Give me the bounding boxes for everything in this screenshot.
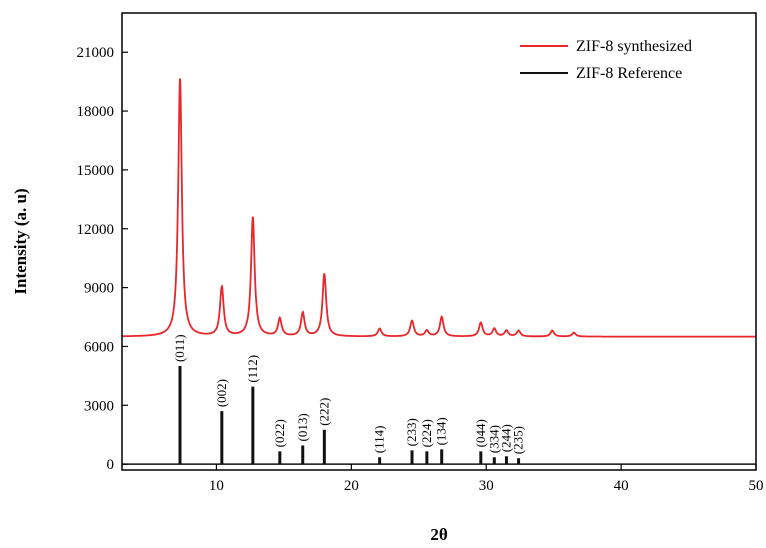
legend-label-synthesized: ZIF-8 synthesized: [576, 38, 692, 55]
x-tick-label: 30: [479, 478, 494, 494]
peak-label: (235): [511, 426, 526, 454]
peak-label: (233): [404, 418, 419, 446]
peak-label: (244): [498, 424, 513, 452]
peak-label-layer: (011) (002) (112) (022) (013) (222) (114) (233)…: [172, 334, 526, 454]
peak-label: (222): [316, 398, 331, 426]
peak-label: (334): [486, 425, 501, 453]
peak-label: (224): [419, 419, 434, 447]
series-line-synthesized: [122, 78, 756, 338]
x-tick-label: 50: [749, 478, 764, 494]
y-tick-label: 12000: [77, 222, 115, 238]
peak-label: (002): [214, 379, 229, 407]
x-tick-label: 40: [614, 478, 629, 494]
y-tick-label: 0: [107, 457, 115, 473]
peak-label: (011): [172, 334, 187, 362]
peak-label: (013): [295, 413, 310, 441]
series-layer: [122, 78, 756, 465]
peak-label: (044): [473, 419, 488, 447]
y-axis: 0 3000 6000 9000 12000 15000 18000 21000: [77, 45, 128, 473]
legend-label-reference: ZIF-8 Reference: [576, 65, 682, 82]
plot-frame: [121, 12, 757, 471]
peak-label: (114): [372, 426, 387, 454]
peak-label: (022): [272, 419, 287, 447]
x-tick-label: 20: [344, 478, 359, 494]
legend: ZIF-8 synthesized ZIF-8 Reference: [520, 38, 692, 82]
y-tick-label: 3000: [84, 398, 114, 414]
y-tick-label: 15000: [77, 163, 115, 179]
y-tick-label: 9000: [84, 281, 114, 297]
x-tick-label: 10: [209, 478, 224, 494]
y-tick-label: 21000: [77, 45, 115, 61]
peak-label: (112): [245, 355, 260, 383]
y-axis-title: Intensity (a. u): [11, 188, 30, 294]
y-tick-label: 18000: [77, 104, 115, 120]
x-axis: 10 20 30 40 50: [209, 464, 764, 494]
y-tick-label: 6000: [84, 339, 114, 355]
x-axis-title: 2θ: [430, 525, 448, 544]
peak-label: (134): [434, 417, 449, 445]
